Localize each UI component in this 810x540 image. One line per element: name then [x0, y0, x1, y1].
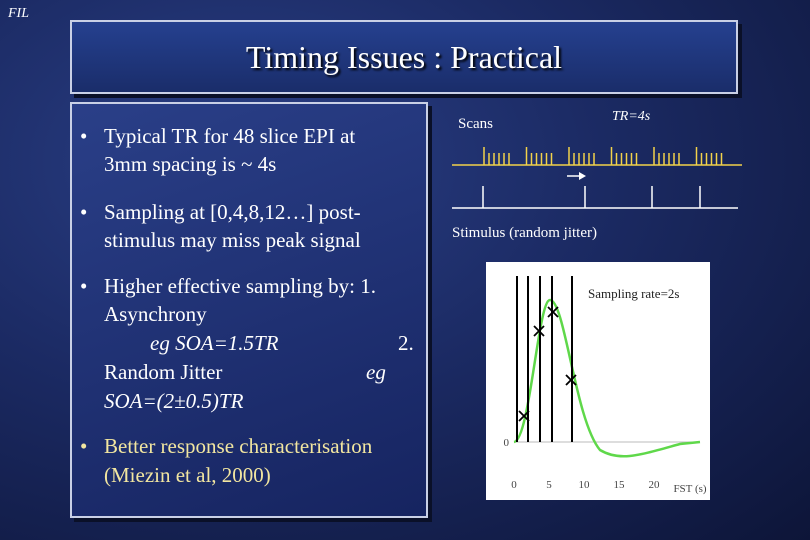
bullet-line: Typical TR for 48 slice EPI at	[104, 124, 356, 148]
plot-label: Sampling rate=2s	[588, 286, 679, 301]
x-tick-label: 0	[511, 479, 517, 491]
x-axis-label: FST (s)	[673, 483, 706, 495]
sample-crosses	[518, 306, 577, 422]
bullet-dot: •	[80, 274, 88, 298]
bullet-dot: •	[80, 124, 88, 148]
scans-label: Scans	[458, 116, 493, 132]
arrowhead	[579, 172, 586, 180]
title-box: Timing Issues : Practical	[70, 20, 738, 94]
bullet-line: 2.	[398, 331, 414, 355]
bullet-line: Asynchrony	[104, 302, 207, 326]
response-curve	[513, 298, 701, 458]
bullet-line: Higher effective sampling by: 1.	[104, 274, 376, 298]
bullet-dot: •	[80, 200, 88, 224]
plot-area	[486, 262, 710, 500]
sample-lines	[516, 276, 573, 442]
scan-ticks	[483, 147, 723, 165]
x-ticks: 0 5 10 15 20	[511, 479, 660, 491]
bullet-line: eg SOA=1.5TR	[150, 331, 279, 355]
bullet-line: (Miezin et al, 2000)	[104, 463, 271, 487]
bullet-line: stimulus may miss peak signal	[104, 228, 361, 252]
stimulus-label: Stimulus (random jitter)	[452, 225, 597, 241]
x-tick-label: 20	[649, 479, 661, 491]
x-tick-label: 10	[579, 479, 591, 491]
title: Timing Issues : Practical	[245, 38, 563, 75]
bullet-dot: •	[80, 434, 88, 458]
bullet-line: Random Jitter	[104, 360, 223, 384]
text-box	[70, 102, 428, 518]
y-tick-label: 0	[504, 437, 510, 449]
bullet-line: Sampling at [0,4,8,12…] post-	[104, 200, 361, 224]
bullet-line: eg	[366, 360, 386, 384]
stimulus-ticks	[482, 186, 701, 208]
tr-label: TR=4s	[612, 109, 651, 124]
bullet-line: Better response characterisation	[104, 434, 373, 458]
bullet-line: SOA=(2±0.5)TR	[104, 389, 244, 413]
bullet-line: 3mm spacing is ~ 4s	[104, 152, 277, 176]
x-tick-label: 15	[614, 479, 626, 491]
corner-label: FIL	[8, 6, 29, 21]
x-tick-label: 5	[546, 479, 552, 491]
